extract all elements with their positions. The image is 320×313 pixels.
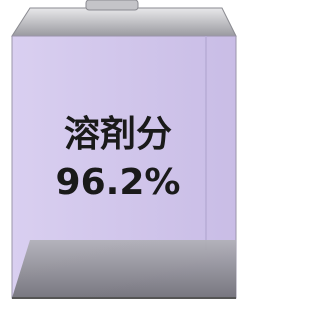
can-cap xyxy=(86,0,138,10)
value-text: 96.2% xyxy=(56,162,181,203)
label-text: 溶剤分 xyxy=(64,114,172,155)
can-lid xyxy=(12,8,236,36)
can-bottom xyxy=(12,240,236,298)
page: {"can": {"label": "溶剤分", "value_text": "… xyxy=(0,0,246,313)
can-illustration: 溶剤分 96.2% xyxy=(0,0,246,313)
